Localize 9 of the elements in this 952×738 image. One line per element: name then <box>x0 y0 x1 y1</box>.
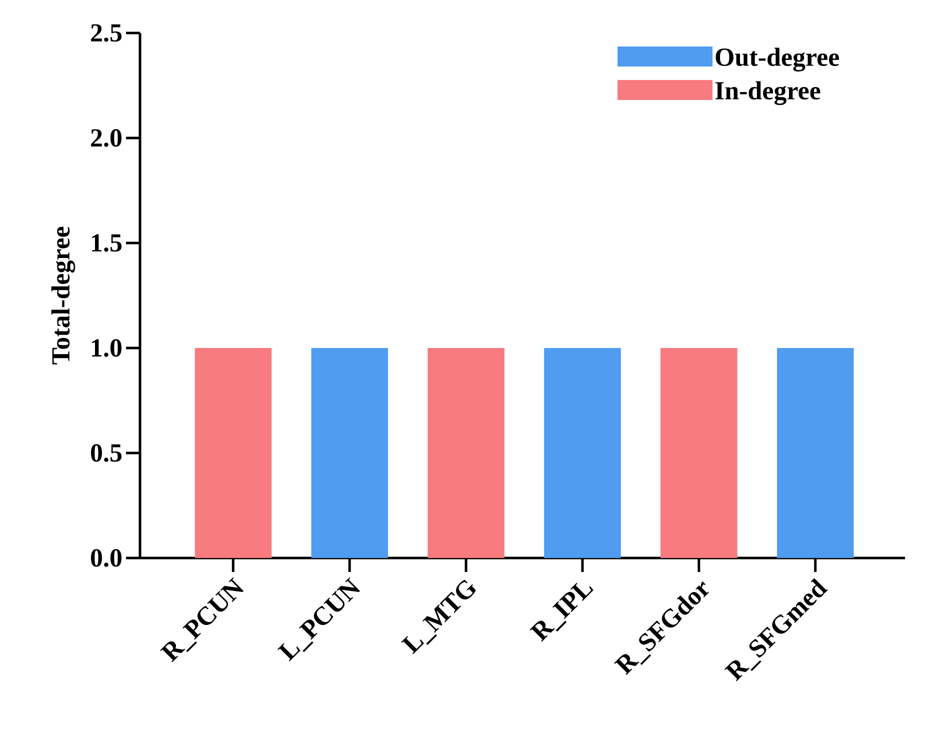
y-tick-label: 1.0 <box>92 339 122 357</box>
y-tick-label: 0.5 <box>90 444 122 462</box>
y-axis-title: Total-degree <box>51 226 76 364</box>
y-tick-label: 0.0 <box>90 549 122 567</box>
legend-label: In-degree <box>715 81 820 106</box>
y-tick-label: 1.5 <box>92 234 122 252</box>
legend-label: Out-degree <box>716 48 839 72</box>
y-tick-label: 2.0 <box>91 129 122 147</box>
y-tick-label: 2.5 <box>91 24 122 42</box>
